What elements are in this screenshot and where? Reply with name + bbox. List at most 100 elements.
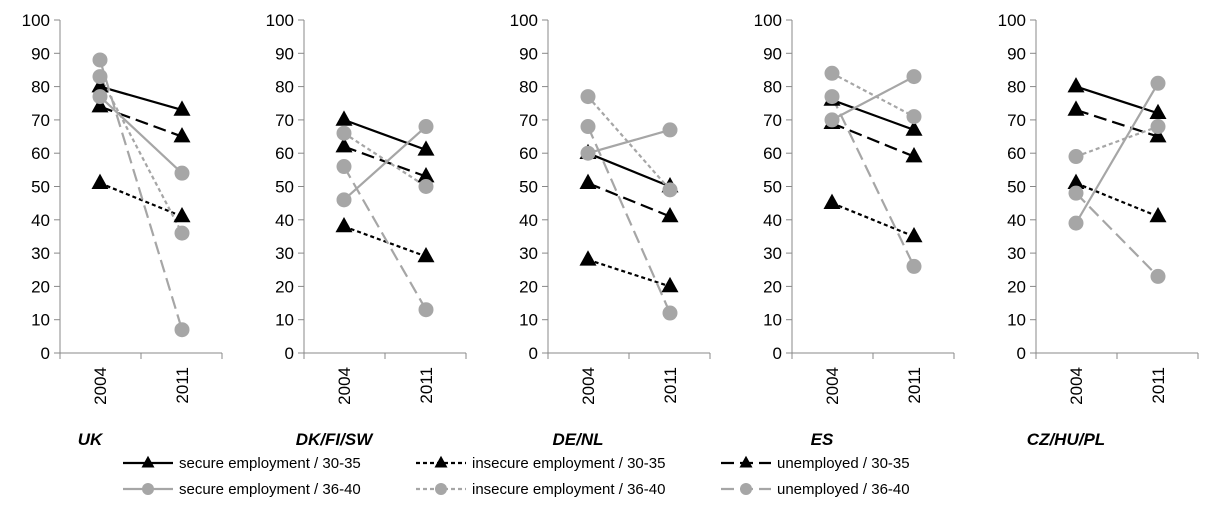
data-point xyxy=(661,206,679,223)
data-point xyxy=(174,225,190,241)
y-tick-label: 10 xyxy=(1007,311,1026,330)
data-point xyxy=(91,173,109,189)
data-point xyxy=(579,173,597,189)
x-tick-label: 2011 xyxy=(905,367,924,404)
data-point xyxy=(1149,206,1167,223)
data-point xyxy=(662,305,678,321)
y-tick-label: 0 xyxy=(773,344,782,363)
y-tick-label: 40 xyxy=(763,211,782,230)
y-tick-label: 90 xyxy=(275,44,294,63)
data-point xyxy=(91,97,109,113)
series-line xyxy=(1075,82,1159,224)
y-tick-label: 20 xyxy=(275,277,294,296)
data-point xyxy=(662,122,678,138)
y-tick-label: 40 xyxy=(519,211,538,230)
y-tick-label: 0 xyxy=(41,344,50,363)
data-point xyxy=(173,206,191,223)
data-point xyxy=(661,276,679,293)
data-point xyxy=(418,119,434,135)
y-tick-label: 90 xyxy=(1007,44,1026,63)
y-tick-label: 60 xyxy=(763,144,782,163)
y-tick-label: 30 xyxy=(275,244,294,263)
series-line xyxy=(586,126,672,314)
series-line xyxy=(1075,85,1159,115)
data-point xyxy=(336,192,352,208)
series-line xyxy=(99,95,183,174)
data-point xyxy=(906,69,922,85)
series-line xyxy=(99,85,183,111)
y-tick-label: 70 xyxy=(519,111,538,130)
y-tick-label: 10 xyxy=(275,311,294,330)
series-line xyxy=(831,75,915,121)
y-tick-label: 20 xyxy=(1007,277,1026,296)
y-tick-label: 100 xyxy=(754,11,782,30)
x-tick-label: 2004 xyxy=(91,367,110,405)
y-tick-label: 40 xyxy=(31,211,50,230)
data-point xyxy=(905,147,923,163)
y-tick-label: 60 xyxy=(275,144,294,163)
data-point xyxy=(173,100,191,116)
data-point xyxy=(91,77,109,93)
series-line xyxy=(1075,108,1159,138)
y-tick-label: 40 xyxy=(1007,211,1026,230)
legend-marker xyxy=(739,455,753,468)
data-point xyxy=(335,216,353,233)
y-tick-label: 90 xyxy=(519,44,538,63)
data-point xyxy=(823,193,841,209)
y-tick-label: 80 xyxy=(763,78,782,97)
series-line xyxy=(831,96,915,267)
series-line xyxy=(99,182,183,218)
panel-title: DK/FI/SW xyxy=(296,430,374,449)
legend-label: insecure employment / 36-40 xyxy=(472,481,665,498)
series-line xyxy=(343,132,427,188)
y-tick-label: 30 xyxy=(763,244,782,263)
legend-label: secure employment / 36-40 xyxy=(179,481,361,498)
legend-marker xyxy=(740,483,752,495)
legend-label: unemployed / 30-35 xyxy=(777,455,910,472)
data-point xyxy=(580,89,596,105)
y-tick-label: 0 xyxy=(285,344,294,363)
series-line xyxy=(831,72,915,118)
y-tick-label: 100 xyxy=(22,11,50,30)
data-point xyxy=(92,89,108,105)
y-tick-label: 70 xyxy=(763,111,782,130)
x-tick-label: 2004 xyxy=(823,367,842,405)
legend-label: secure employment / 30-35 xyxy=(179,455,361,472)
y-tick-label: 30 xyxy=(1007,244,1026,263)
y-tick-label: 80 xyxy=(519,78,538,97)
series-line xyxy=(1075,192,1159,278)
y-tick-label: 50 xyxy=(763,178,782,197)
data-point xyxy=(92,52,108,68)
y-tick-label: 0 xyxy=(529,344,538,363)
y-tick-label: 100 xyxy=(998,11,1026,30)
y-tick-label: 100 xyxy=(510,11,538,30)
data-point xyxy=(1150,119,1166,135)
data-point xyxy=(1149,103,1167,120)
x-tick-label: 2011 xyxy=(1149,367,1168,404)
data-point xyxy=(824,65,840,81)
x-tick-label: 2011 xyxy=(173,367,192,404)
y-tick-label: 20 xyxy=(763,277,782,296)
legend-label: unemployed / 36-40 xyxy=(777,481,910,498)
series-line xyxy=(1075,125,1159,158)
y-tick-label: 0 xyxy=(1017,344,1026,363)
legend-marker xyxy=(142,483,154,495)
data-point xyxy=(1067,77,1085,93)
series-line xyxy=(587,152,671,188)
data-point xyxy=(1150,268,1166,284)
series-line xyxy=(343,225,427,258)
legend-marker xyxy=(435,483,447,495)
data-point xyxy=(824,89,840,105)
legend-label: insecure employment / 30-35 xyxy=(472,455,665,472)
y-tick-label: 10 xyxy=(519,311,538,330)
data-point xyxy=(662,182,678,198)
data-point xyxy=(1149,127,1167,143)
y-tick-label: 80 xyxy=(31,78,50,97)
y-tick-label: 50 xyxy=(31,178,50,197)
series-line xyxy=(99,105,183,138)
data-point xyxy=(335,110,353,126)
data-point xyxy=(579,250,597,266)
data-point xyxy=(905,120,923,136)
series-line xyxy=(1075,182,1159,218)
